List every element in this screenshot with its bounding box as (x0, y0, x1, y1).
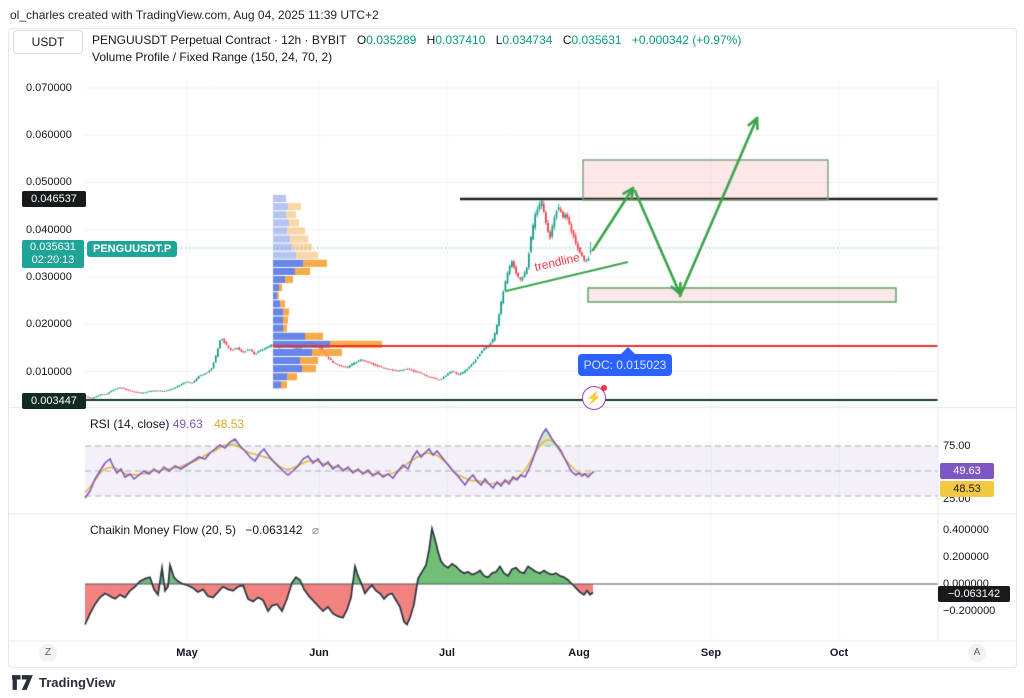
rsi-legend[interactable]: RSI (14, close) 49.63 48.53 (90, 417, 244, 431)
resistance-price-badge: 0.046537 (22, 190, 86, 207)
tradingview-logo[interactable]: TradingView (12, 675, 115, 690)
bar-countdown: 02:20:13 (31, 254, 75, 266)
time-axis-month: Aug (568, 647, 590, 659)
symbol-price-tag: PENGUUSDT.P (87, 241, 178, 257)
scroll-left-hint[interactable]: Z (39, 644, 57, 662)
price-tick: 0.020000 (26, 318, 72, 331)
symbol-title[interactable]: PENGUUSDT Perpetual Contract · 12h · BYB… (92, 33, 347, 47)
cmf-tick: 0.400000 (943, 524, 989, 536)
ohlc-high-value: 0.037410 (435, 33, 486, 47)
change-value: +0.000342 (+0.97%) (631, 33, 742, 47)
cmf-tick: 0.200000 (943, 551, 989, 563)
tradingview-logo-icon (12, 675, 33, 690)
poc-callout-label: POC: 0.015023 (578, 347, 672, 376)
rsi-title: RSI (14, close) (90, 417, 170, 431)
cmf-value: −0.063142 (245, 523, 303, 537)
ohlc-close-label: C (562, 33, 572, 47)
last-price-badge: 0.035631 02:20:13 (22, 240, 84, 268)
cmf-title: Chaikin Money Flow (20, 5) (90, 523, 237, 537)
rsi-value: 49.63 (172, 417, 203, 431)
ohlc-close-value: 0.035631 (571, 33, 622, 47)
ohlc-high-label: H (426, 33, 436, 47)
cmf-value-badge: −0.063142 (938, 585, 1010, 602)
time-axis-month: Jul (439, 647, 455, 659)
rsi-ma-value-badge: 48.53 (940, 481, 994, 498)
price-tick: 0.030000 (26, 271, 72, 283)
price-tick: 0.070000 (26, 81, 72, 94)
price-tick: 0.050000 (26, 176, 72, 189)
attribution-watermark: ol_charles created with TradingView.com,… (10, 8, 379, 22)
ohlc-low-label: L (495, 33, 503, 47)
currency-toggle-button[interactable]: USDT (13, 30, 83, 54)
ohlc-low-value: 0.034734 (502, 33, 553, 47)
symbol-header: PENGUUSDT Perpetual Contract · 12h · BYB… (92, 33, 741, 47)
rsi-tick-75: 75.00 (943, 440, 971, 452)
time-axis-month: Oct (829, 647, 849, 659)
support-price-badge: 0.003447 (22, 393, 86, 410)
cmf-tick: −0.200000 (943, 605, 996, 617)
rsi-value-badge: 49.63 (940, 463, 994, 480)
price-tick: 0.010000 (26, 365, 72, 378)
time-axis-month: May (176, 647, 198, 659)
indicator-legend[interactable]: Volume Profile / Fixed Range (150, 24, 7… (92, 50, 333, 64)
ohlc-open-label: O (356, 33, 367, 47)
tradingview-logo-text: TradingView (39, 675, 116, 690)
price-tick: 0.060000 (26, 129, 72, 142)
reaction-flash-icon[interactable]: ⚡ (582, 385, 607, 410)
cmf-legend[interactable]: Chaikin Money Flow (20, 5) −0.063142 ⌀ (90, 523, 319, 537)
time-axis-month: Jun (309, 647, 329, 659)
time-axis-month: Sep (700, 647, 722, 659)
scroll-right-hint[interactable]: A (968, 644, 986, 662)
cmf-null-icon: ⌀ (311, 523, 320, 537)
rsi-ma-value: 48.53 (214, 417, 245, 431)
last-price-value: 0.035631 (30, 241, 76, 253)
ohlc-open-value: 0.035289 (366, 33, 417, 47)
price-tick: 0.040000 (26, 223, 72, 236)
